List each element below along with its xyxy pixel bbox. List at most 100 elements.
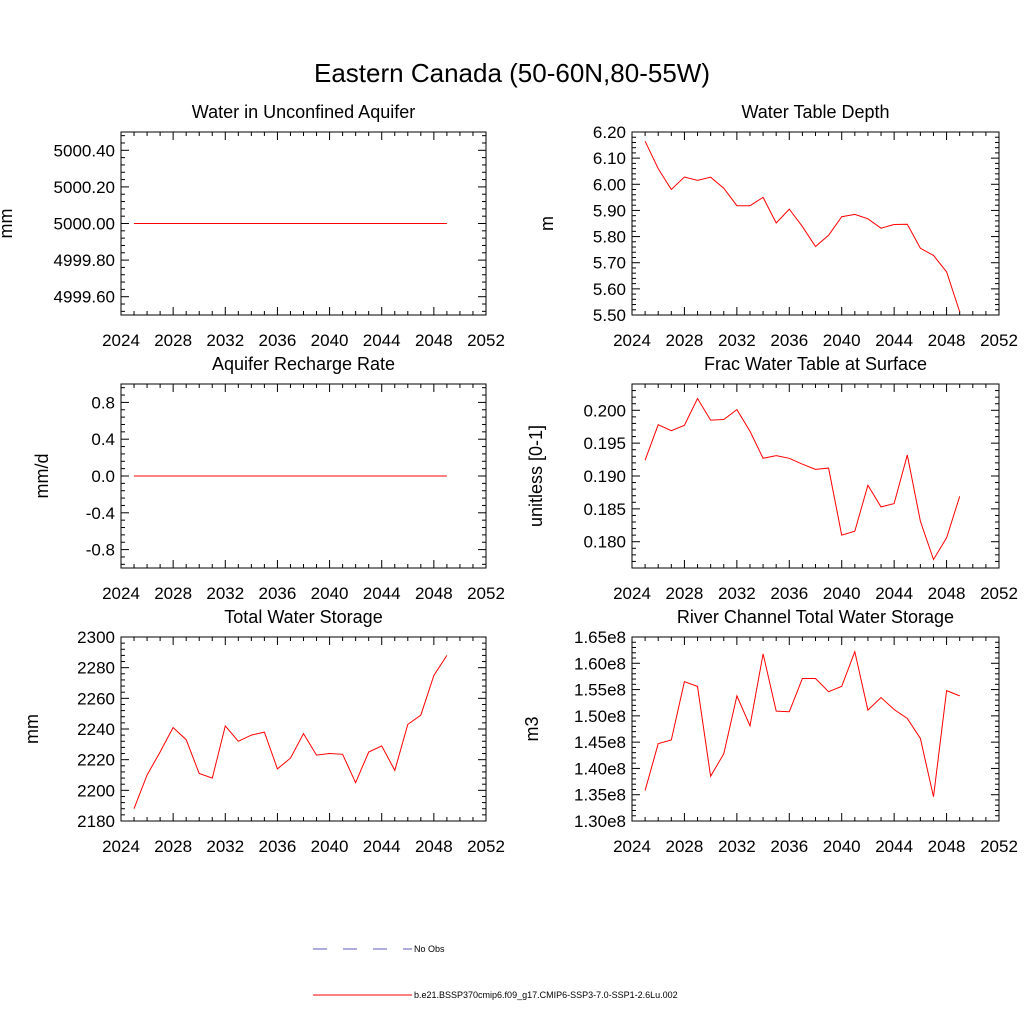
y-tick-label: 1.55e8	[574, 681, 626, 700]
x-tick-label: 2048	[415, 331, 453, 350]
x-tick-label: 2036	[259, 837, 297, 856]
chart-panel: Water in Unconfined Aquifer mm 2024 2028 203…	[0, 102, 505, 350]
x-tick-label: 2048	[928, 331, 966, 350]
legend-label-model-run: b.e21.BSSP370cmip6.f09_g17.CMIP6-SSP3-7.…	[414, 990, 678, 1000]
x-tick-label: 2032	[206, 837, 244, 856]
y-tick-label: 0.180	[583, 533, 626, 552]
y-axis-label: mm	[22, 714, 42, 744]
x-tick-label: 2028	[154, 331, 192, 350]
y-tick-label: 0.185	[583, 500, 626, 519]
x-tick-label: 2024	[102, 837, 140, 856]
x-tick-label: 2048	[928, 584, 966, 603]
y-tick-label: 2200	[77, 781, 115, 800]
x-tick-label: 2044	[363, 331, 401, 350]
y-axis-label: m	[537, 216, 557, 231]
x-tick-label: 2028	[154, 584, 192, 603]
panel-title: River Channel Total Water Storage	[677, 607, 954, 627]
x-tick-label: 2044	[363, 837, 401, 856]
x-tick-label: 2052	[467, 584, 505, 603]
panel-title: Frac Water Table at Surface	[704, 354, 927, 374]
y-tick-label: 4999.80	[54, 251, 115, 270]
chart-panel: River Channel Total Water Storage m3 2024 2…	[522, 607, 1018, 856]
y-tick-label: 5.80	[593, 228, 626, 247]
x-tick-label: 2048	[415, 584, 453, 603]
x-tick-label: 2032	[718, 584, 756, 603]
x-tick-label: 2036	[259, 584, 297, 603]
y-tick-label: 0.4	[91, 430, 115, 449]
x-tick-label: 2044	[875, 331, 913, 350]
y-tick-label: 5.60	[593, 280, 626, 299]
y-tick-label: -0.4	[86, 504, 115, 523]
x-tick-label: 2044	[875, 584, 913, 603]
x-tick-label: 2040	[311, 331, 349, 350]
panel-title: Water in Unconfined Aquifer	[192, 102, 415, 122]
y-tick-label: 1.30e8	[574, 812, 626, 831]
y-tick-label: 2180	[77, 812, 115, 831]
x-tick-label: 2024	[102, 331, 140, 350]
x-tick-label: 2032	[206, 331, 244, 350]
x-tick-label: 2044	[363, 584, 401, 603]
x-tick-label: 2036	[770, 584, 808, 603]
y-tick-label: 0.200	[583, 401, 626, 420]
y-axis-label: m3	[522, 716, 542, 741]
figure-title: Eastern Canada (50-60N,80-55W)	[314, 58, 710, 88]
x-tick-label: 2040	[823, 331, 861, 350]
y-tick-label: 6.00	[593, 175, 626, 194]
x-tick-label: 2048	[415, 837, 453, 856]
x-tick-label: 2036	[770, 837, 808, 856]
x-tick-label: 2032	[718, 837, 756, 856]
chart-panel: Total Water Storage mm 2024 2028 2032 2036 204…	[22, 607, 505, 856]
y-tick-label: 5.90	[593, 201, 626, 220]
x-tick-label: 2028	[666, 837, 704, 856]
x-tick-label: 2040	[311, 837, 349, 856]
chart-panel: Frac Water Table at Surface unitless [0-1…	[526, 354, 1018, 603]
y-tick-label: 2260	[77, 689, 115, 708]
x-tick-label: 2028	[154, 837, 192, 856]
y-tick-label: 1.65e8	[574, 628, 626, 647]
y-tick-label: 1.60e8	[574, 654, 626, 673]
y-tick-label: 5000.20	[54, 178, 115, 197]
y-tick-label: 4999.60	[54, 288, 115, 307]
x-tick-label: 2052	[467, 331, 505, 350]
x-tick-label: 2032	[206, 584, 244, 603]
y-tick-label: 2280	[77, 659, 115, 678]
y-tick-label: 0.0	[91, 467, 115, 486]
x-tick-label: 2040	[823, 837, 861, 856]
y-tick-label: 1.45e8	[574, 733, 626, 752]
x-tick-label: 2052	[980, 837, 1018, 856]
y-tick-label: 6.20	[593, 123, 626, 142]
x-tick-label: 2024	[102, 584, 140, 603]
panel-title: Aquifer Recharge Rate	[212, 354, 395, 374]
chart-panel: Water Table Depth m 2024 2028 2032 2036 2040 20…	[537, 102, 1018, 350]
y-tick-label: 0.195	[583, 434, 626, 453]
x-tick-label: 2052	[980, 331, 1018, 350]
y-tick-label: 0.8	[91, 393, 115, 412]
y-axis-label: mm	[0, 209, 16, 239]
y-tick-label: 1.40e8	[574, 759, 626, 778]
series-line	[644, 649, 960, 797]
x-tick-label: 2040	[311, 584, 349, 603]
series-line	[644, 397, 961, 561]
x-tick-label: 2036	[770, 331, 808, 350]
x-tick-label: 2024	[613, 584, 651, 603]
x-tick-label: 2028	[666, 331, 704, 350]
x-tick-label: 2024	[613, 837, 651, 856]
y-tick-label: 2300	[77, 628, 115, 647]
y-axis-label: mm/d	[32, 454, 52, 499]
x-tick-label: 2028	[666, 584, 704, 603]
y-tick-label: 5000.40	[54, 141, 115, 160]
y-tick-label: 0.190	[583, 467, 626, 486]
y-tick-label: 5.70	[593, 254, 626, 273]
panels: Water in Unconfined Aquifer mm 2024 2028 203…	[0, 102, 1018, 856]
x-tick-label: 2052	[980, 584, 1018, 603]
chart-panel: Aquifer Recharge Rate mm/d 2024 2028 2032 203…	[32, 354, 505, 603]
y-tick-label: 2240	[77, 720, 115, 739]
panel-title: Total Water Storage	[224, 607, 382, 627]
y-tick-label: 5.50	[593, 306, 626, 325]
x-tick-label: 2032	[718, 331, 756, 350]
x-tick-label: 2044	[875, 837, 913, 856]
y-tick-label: 1.35e8	[574, 786, 626, 805]
y-tick-label: 1.50e8	[574, 707, 626, 726]
